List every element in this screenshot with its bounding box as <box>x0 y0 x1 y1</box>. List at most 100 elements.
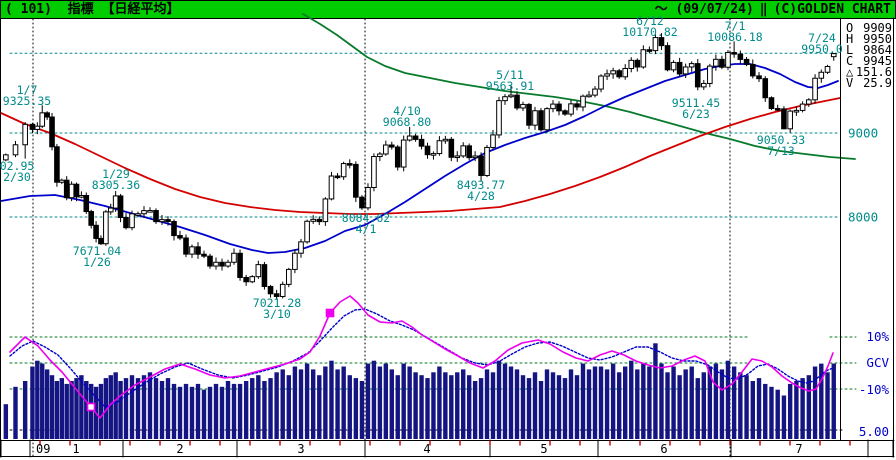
chart-annotation: 1/26 <box>83 255 111 269</box>
volume-bar <box>98 383 104 439</box>
volume-bar <box>750 381 755 439</box>
volume-bar <box>689 366 694 439</box>
titlebar-separator: ‖ <box>759 2 768 17</box>
volume-bar <box>562 378 568 439</box>
volume-bar <box>574 375 580 439</box>
ma-mid-line <box>0 97 841 215</box>
candle-up <box>544 108 550 131</box>
volume-bar <box>49 375 55 439</box>
volume-bar <box>323 366 328 439</box>
volume-bar <box>243 381 249 439</box>
volume-bar <box>177 386 183 439</box>
candle-down <box>243 276 249 283</box>
volume-bar <box>610 363 616 439</box>
volume-bar <box>123 378 129 439</box>
volume-bar <box>769 386 774 439</box>
axis-month-label: 2 <box>176 442 183 456</box>
volume-bar <box>787 383 793 439</box>
chart-annotation: 9511.45 <box>672 96 720 110</box>
oscillator-axis-label: 5.00 <box>859 424 889 439</box>
axis-month-label: 7 <box>795 442 802 456</box>
volume-bar <box>135 378 141 439</box>
volume-bar <box>647 366 652 439</box>
candle-up <box>292 252 298 270</box>
candle-up <box>3 154 9 161</box>
candle-up <box>442 138 449 142</box>
candle-up <box>532 110 538 126</box>
volume-bar <box>341 366 346 439</box>
chart-annotation: 8305.36 <box>92 178 141 192</box>
volume-bar <box>461 369 466 439</box>
candle-down <box>774 108 781 111</box>
volume-bar <box>502 363 508 439</box>
chart-annotation: 9563.91 <box>486 79 535 93</box>
candle-up <box>39 112 46 127</box>
candle-up <box>383 144 389 155</box>
volume-bar <box>40 363 45 439</box>
volume-bar <box>592 366 598 439</box>
volume-bar <box>437 366 442 439</box>
chart-annotation: 7671.04 <box>73 244 122 258</box>
volume-bar <box>478 378 484 439</box>
volume-bar <box>659 363 664 439</box>
volume-bar <box>812 366 818 439</box>
volume-bar <box>189 386 195 439</box>
volume-bar <box>419 375 424 439</box>
volume-bar <box>635 369 640 439</box>
volume-bar <box>550 372 556 439</box>
volume-bar <box>256 375 261 439</box>
candle-up <box>310 218 316 222</box>
candle-up <box>129 213 135 229</box>
candle-down <box>183 237 189 255</box>
candle-up <box>112 195 119 209</box>
candle-down <box>171 221 177 237</box>
chart-annotation: 2/30 <box>3 170 31 184</box>
candle-down <box>514 94 520 109</box>
candle-down <box>201 253 207 257</box>
volume-bar <box>544 369 550 439</box>
candle-down <box>63 179 70 199</box>
volume-bar <box>781 395 787 439</box>
candle-down <box>781 108 787 130</box>
volume-bar <box>775 389 780 439</box>
volume-bar <box>329 360 334 439</box>
volume-bar <box>88 383 94 439</box>
date-range-label: ～ (09/07/24) <box>654 2 754 17</box>
quote-row-value: 9864 <box>863 43 892 57</box>
candle-down <box>719 58 725 68</box>
candle-down <box>44 112 50 118</box>
volume-bar <box>707 366 713 439</box>
quote-row-label: O <box>846 21 853 35</box>
price-axis-label: 8000 <box>848 210 878 225</box>
candle-up <box>12 144 19 156</box>
candle-up <box>787 110 793 130</box>
volume-bar <box>219 386 225 439</box>
candle-up <box>107 207 114 213</box>
volume-bar <box>508 366 514 439</box>
candle-down <box>83 194 90 213</box>
oscillator-axis-label: -10% <box>859 382 890 397</box>
candle-down <box>574 103 580 108</box>
volume-bar <box>538 381 544 439</box>
candle-down <box>756 75 762 80</box>
volume-bar <box>665 372 670 439</box>
volume-bar <box>701 372 706 439</box>
volume-bar <box>262 381 267 439</box>
candle-down <box>412 135 419 140</box>
candle-down <box>737 53 744 60</box>
quote-row-label: V <box>846 76 853 90</box>
candle-down <box>273 293 280 297</box>
candle-up <box>682 66 689 75</box>
volume-bar <box>274 372 279 439</box>
candle-up <box>793 109 800 113</box>
candle-down <box>207 255 213 267</box>
volume-bar <box>383 363 389 439</box>
volume-bar <box>629 360 634 439</box>
candle-up <box>670 61 677 71</box>
chart-annotation: 4/1 <box>356 222 377 236</box>
quote-row-value: 25.9 <box>863 76 892 90</box>
volume-bar <box>514 369 520 439</box>
candle-up <box>59 179 65 183</box>
candle-down <box>123 217 129 229</box>
